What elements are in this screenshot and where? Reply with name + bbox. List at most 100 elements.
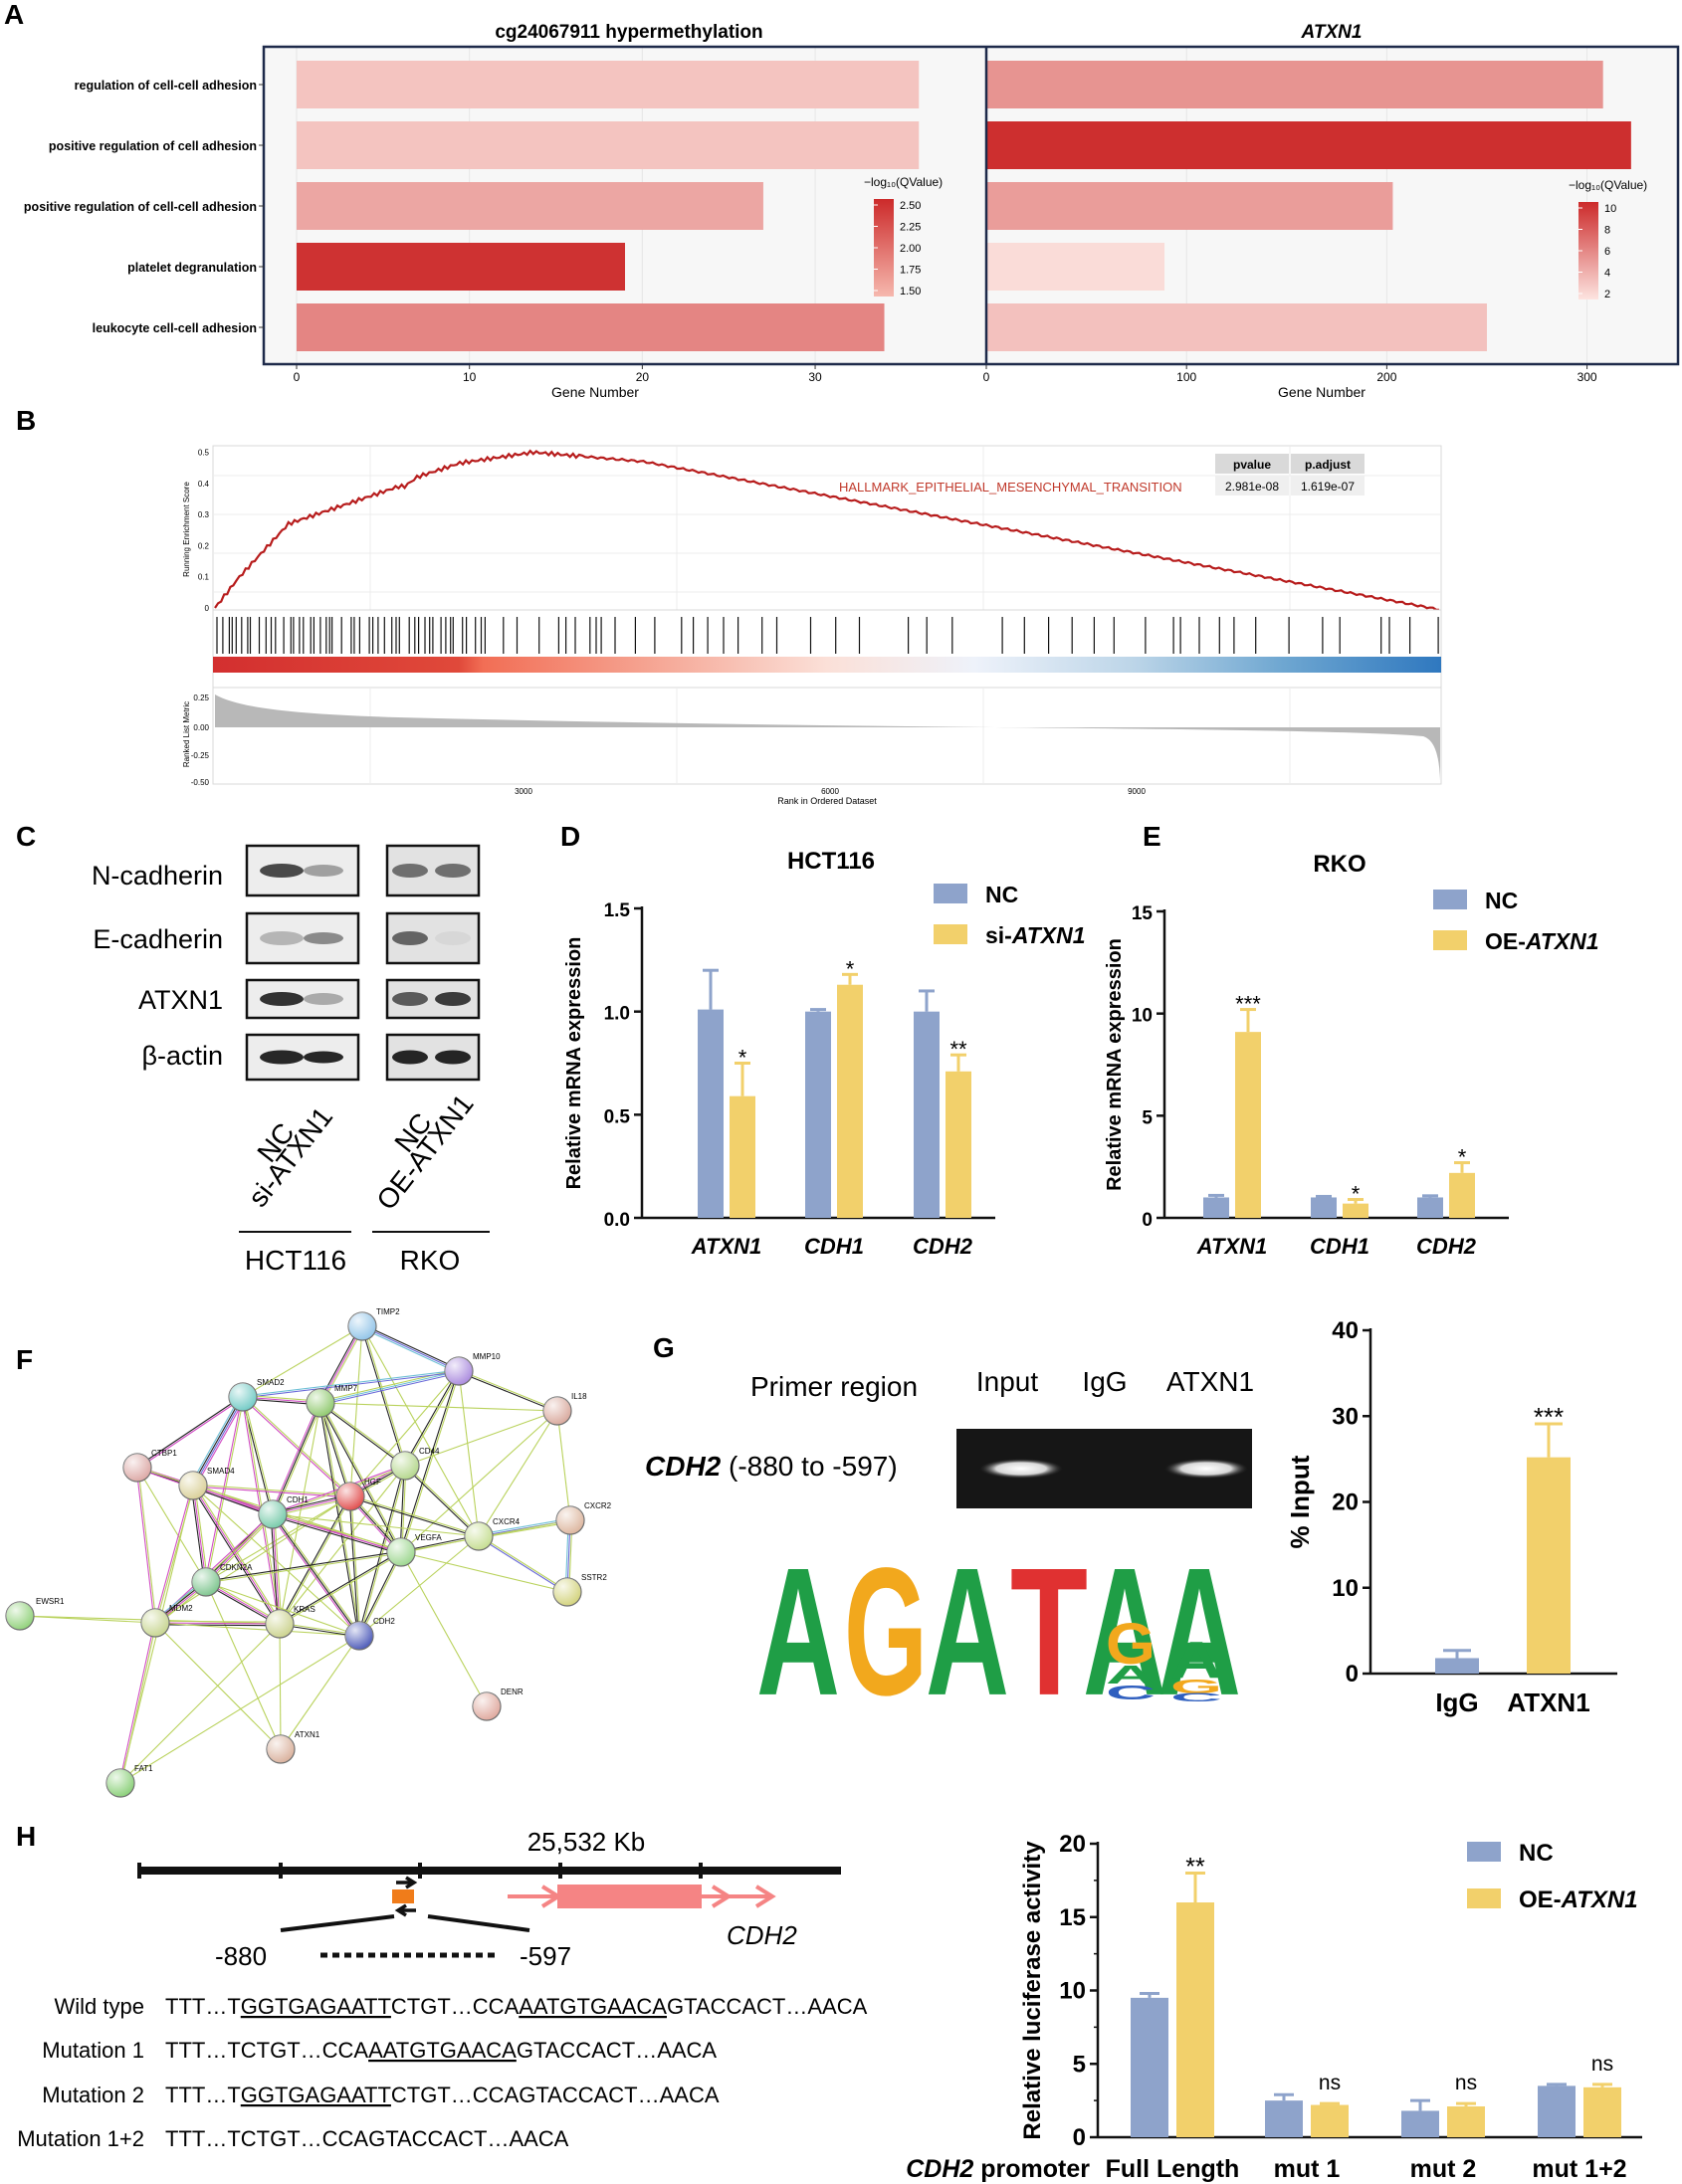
chip-header-primer: Primer region: [750, 1371, 918, 1402]
ppi-edge: [361, 1327, 459, 1374]
ppi-node-label: EWSR1: [36, 1597, 65, 1606]
panel-g-chart: 0 10 20 30 40 % Input IgG *** ATXN1: [1285, 1317, 1617, 1717]
ppi-edge: [206, 1514, 275, 1584]
ppi-node: CXCR4: [464, 1517, 521, 1551]
ppi-edge: [279, 1402, 321, 1625]
gsea-xtick: 6000: [821, 787, 839, 796]
bar: [1176, 1902, 1214, 2137]
chip-pcr-panel: Primer region Input IgG ATXN1 CDH2 (-880…: [645, 1366, 1254, 1733]
ppi-edge: [400, 1551, 568, 1593]
legend-swatch: [934, 884, 967, 903]
ppi-edge: [349, 1496, 479, 1538]
sequence-label: Wild type: [55, 1994, 144, 2019]
ppi-edge: [270, 1514, 279, 1625]
blot-band: [304, 865, 343, 877]
y-tick-label: 5: [1142, 1107, 1153, 1128]
ppi-edge: [350, 1495, 361, 1636]
ppi-node-shine: [141, 1609, 169, 1637]
panel-a-bar: [297, 121, 920, 169]
ppi-edges: [19, 1323, 573, 1784]
significance-label: **: [1185, 1854, 1205, 1882]
panel-a-xtick: 100: [1176, 370, 1196, 384]
ppi-node: MMP7: [306, 1384, 358, 1418]
y-tick-label: 15: [1132, 903, 1154, 924]
gsea-xtick: 3000: [515, 787, 532, 796]
ppi-edge: [242, 1397, 350, 1498]
panel-a-xlabel: Gene Number: [1278, 384, 1366, 400]
ppi-edge: [403, 1466, 479, 1538]
blot-band: [304, 1051, 343, 1064]
ppi-node: CXCR2: [555, 1501, 612, 1535]
ppi-edge: [556, 1410, 571, 1521]
motif-letter-small: C: [1106, 1683, 1156, 1704]
category-label: ATXN1: [691, 1234, 762, 1259]
ppi-edge: [399, 1370, 459, 1552]
ppi-edge: [272, 1515, 401, 1555]
ppi-node-shine: [229, 1383, 257, 1411]
panel-label-g: G: [653, 1332, 675, 1363]
panel-label-d: D: [560, 821, 580, 852]
ppi-edge: [478, 1410, 558, 1537]
ppi-edge: [479, 1521, 571, 1539]
ppi-node: SSTR2: [552, 1573, 607, 1607]
gsea-ylabel-top: Running Enrichment Score: [182, 482, 191, 577]
ppi-node: MDM2: [140, 1604, 193, 1638]
ppi-node: FAT1: [105, 1764, 153, 1798]
panel-label-c: C: [16, 821, 36, 852]
bar: [1131, 1997, 1168, 2137]
chip-band-atxn1: [1164, 1459, 1248, 1479]
category-label: IgG: [1435, 1688, 1478, 1717]
blot-protein-label: N-cadherin: [92, 861, 223, 891]
ppi-edge: [206, 1397, 245, 1583]
significance-label: ns: [1319, 2072, 1341, 2094]
panel-a-bar: [986, 182, 1393, 230]
panel-a-legend-tick: 4: [1604, 268, 1610, 280]
significance-label: **: [949, 1037, 967, 1062]
bar: [1583, 2086, 1621, 2137]
motif-letter: G: [844, 1531, 928, 1733]
ppi-edge: [194, 1484, 282, 1624]
gsea-ytick-top: 0.1: [198, 573, 210, 582]
ppi-node-shine: [106, 1769, 134, 1797]
panel-e-chart: 0 5 10 15 Relative mRNA expression *** ATXN1 * C…: [1104, 851, 1599, 1259]
category-label: CDH1: [804, 1234, 864, 1259]
ppi-edge: [205, 1550, 401, 1582]
ppi-edge: [137, 1467, 157, 1623]
ppi-node-label: HGF: [364, 1478, 381, 1487]
panel-a-xtick: 20: [636, 370, 650, 384]
gsea-metric-grid: [369, 688, 1291, 784]
sequence-label: Mutation 2: [42, 2083, 144, 2107]
ppi-edge: [280, 1496, 352, 1625]
panel-a-xlabel: Gene Number: [551, 384, 639, 400]
ppi-edge: [405, 1371, 461, 1467]
panel-a-right-title: ATXN1: [1301, 22, 1363, 43]
category-label: mut 1+2: [1532, 2155, 1626, 2183]
ppi-edge: [155, 1620, 281, 1623]
panel-d-chart: 0.0 0.5 1.0 1.5 Relative mRNA expression * ATX…: [563, 848, 1086, 1259]
ppi-node: CTBP1: [122, 1449, 177, 1483]
ppi-edge: [458, 1371, 557, 1413]
gsea-metric-area: [212, 687, 1442, 785]
ppi-edge: [401, 1371, 461, 1553]
gsea-plot: Running Enrichment Score 0.5 0.4 0.3 0.2 0.1…: [182, 445, 1442, 806]
promoter-schematic: 25,532 Kb CDH2 -880 -597: [137, 1827, 841, 1971]
ppi-edge: [361, 1325, 480, 1537]
ppi-edge: [205, 1581, 360, 1637]
y-tick-label: 10: [1132, 1006, 1153, 1027]
schematic-binding-site: [392, 1889, 414, 1903]
panel-a-category-label: platelet degranulation: [127, 261, 257, 275]
y-tick-label: 15: [1059, 1904, 1086, 1931]
schematic-gene-label: CDH2: [727, 1920, 797, 1950]
motif-letter: A: [1083, 1531, 1166, 1733]
legend-swatch: [1467, 1888, 1501, 1908]
ppi-edge: [206, 1552, 402, 1584]
ppi-edge: [278, 1495, 350, 1624]
bar: [1203, 1197, 1229, 1218]
bar: [1447, 2106, 1485, 2137]
ppi-node-label: MDM2: [169, 1604, 193, 1613]
y-tick-label: 10: [1059, 1978, 1086, 2005]
chart-title: HCT116: [787, 848, 875, 875]
ppi-edge: [319, 1370, 460, 1404]
panel-a-left-title: cg24067911 hypermethylation: [495, 22, 762, 43]
significance-label: ***: [1235, 992, 1261, 1017]
